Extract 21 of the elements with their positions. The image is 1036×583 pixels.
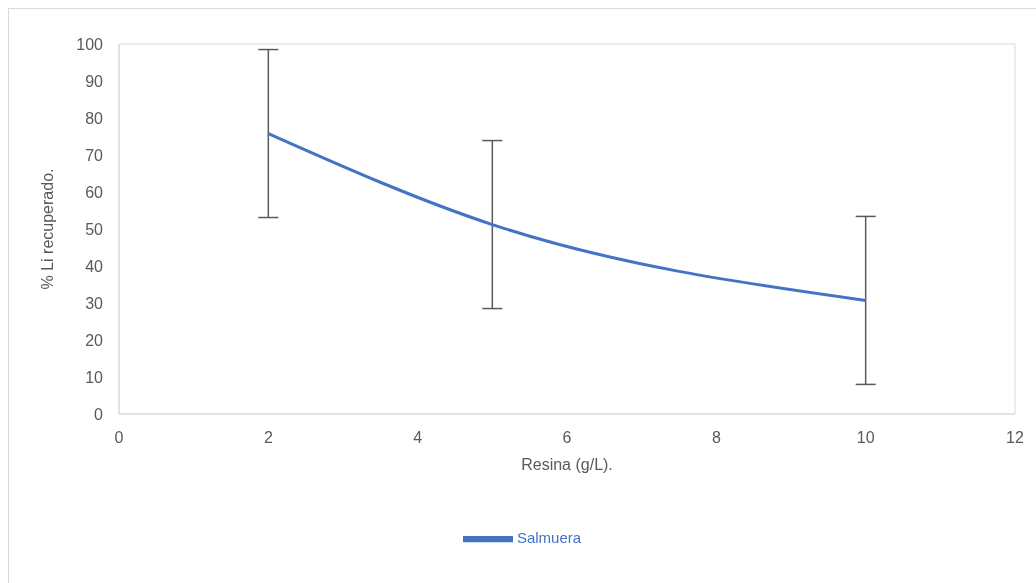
legend-label: Salmuera [516,528,582,546]
y-tick-label: 10 [85,368,104,386]
x-axis-title: Resina (g/L). [521,456,613,474]
y-axis-title: % Li recuperado. [38,168,56,290]
x-tick-label: 0 [114,429,124,447]
y-tick-label: 70 [85,146,104,164]
y-tick-label: 0 [94,405,104,423]
y-tick-label: 100 [76,35,104,53]
x-tick-label: 10 [856,429,875,447]
x-tick-label: 8 [711,429,721,447]
y-tick-label: 80 [85,109,104,127]
x-tick-label: 12 [1006,429,1024,447]
x-tick-label: 6 [562,429,572,447]
y-tick-label: 40 [85,257,104,275]
y-tick-label: 60 [85,183,104,201]
x-tick-label: 4 [413,429,423,447]
x-tick-label: 2 [263,429,273,447]
y-tick-label: 90 [85,72,104,90]
y-tick-label: 30 [85,294,104,312]
y-tick-label: 50 [85,220,104,238]
y-tick-label: 20 [85,331,104,349]
